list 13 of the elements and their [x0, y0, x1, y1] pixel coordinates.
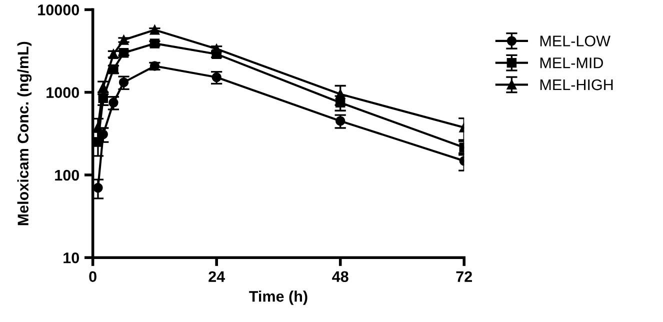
y-tick-label: 10000	[38, 4, 80, 16]
y-tick-label: 1000	[46, 87, 80, 98]
y-axis-title: Meloxicam Conc. (ng/mL)	[17, 42, 32, 226]
x-tick-label: 72	[456, 271, 472, 282]
legend-label: MEL-HIGH	[540, 79, 613, 90]
y-tick-label: 10	[64, 252, 79, 264]
legend-label: MEL-LOW	[540, 36, 610, 46]
x-tick-label: 0	[89, 271, 96, 282]
y-tick-label: 100	[55, 170, 79, 181]
x-tick-label: 24	[208, 271, 225, 282]
x-axis-title: Time (h)	[249, 290, 308, 305]
x-tick-label: 48	[332, 271, 348, 282]
legend-label: MEL-MID	[540, 58, 603, 68]
